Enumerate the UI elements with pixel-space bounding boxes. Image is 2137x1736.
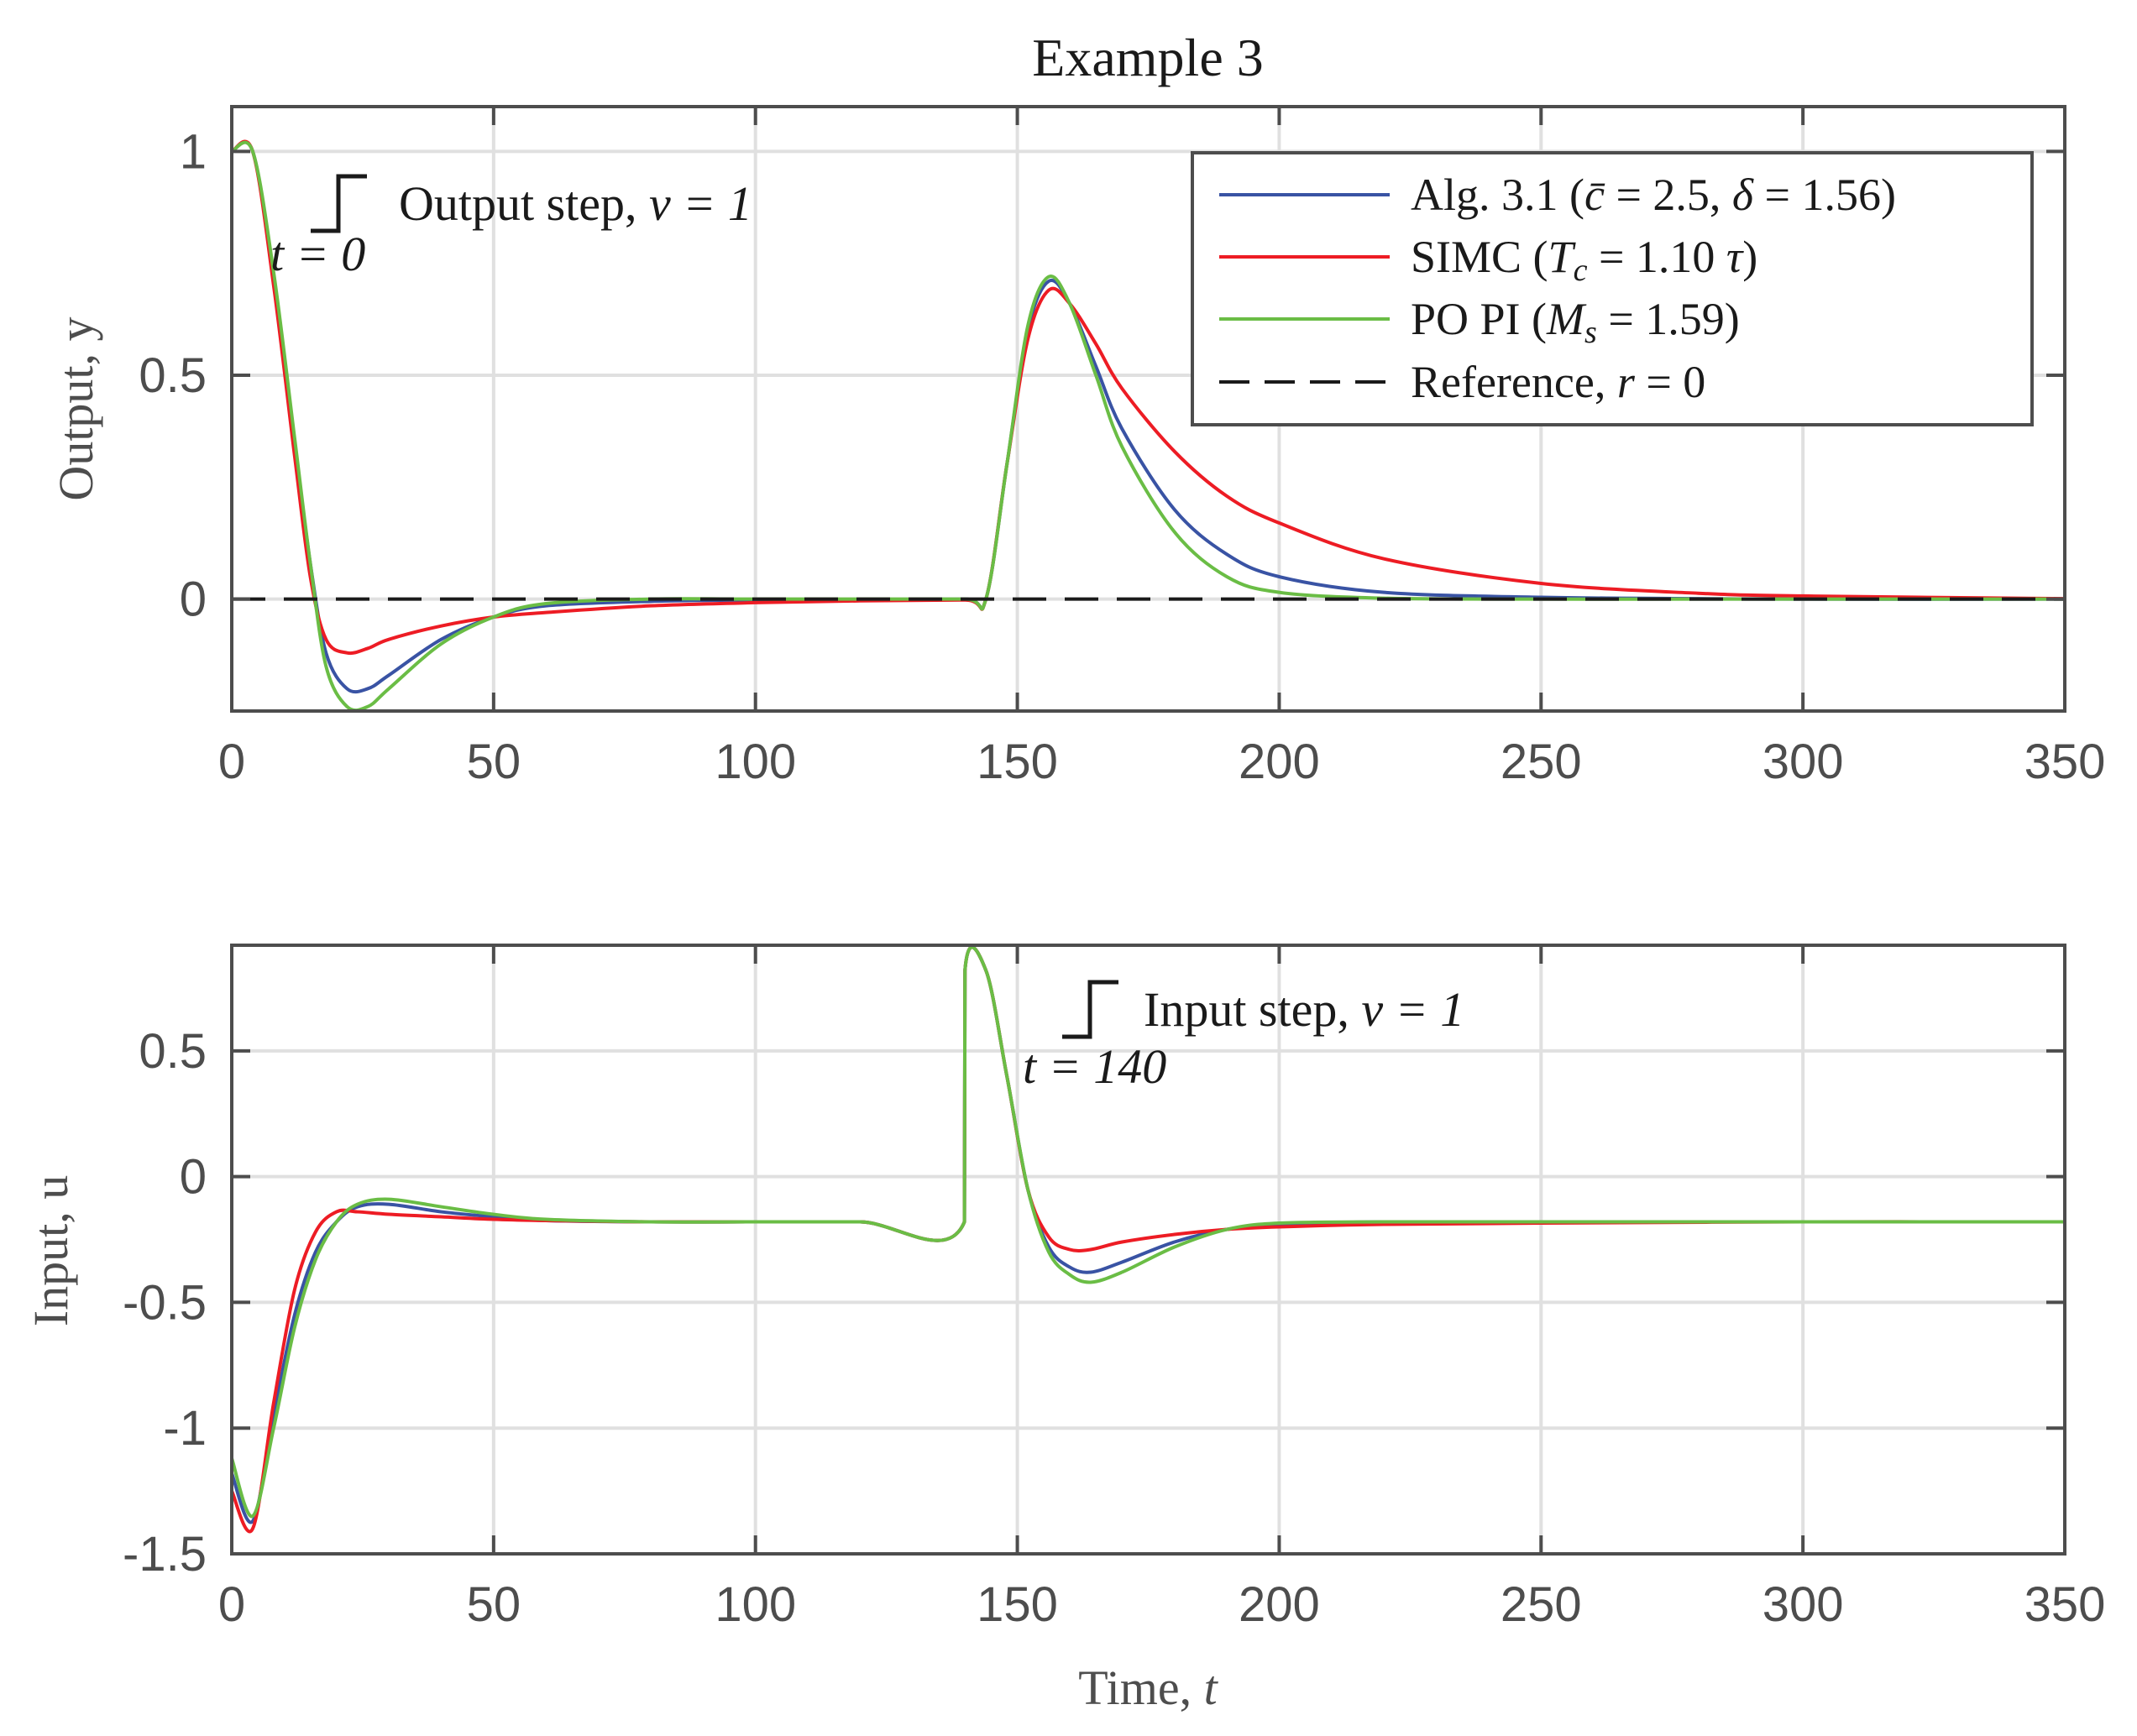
output-y-label: Output, y	[49, 316, 103, 500]
y-tick-label: 0.5	[139, 1024, 207, 1079]
x-tick-label: 150	[977, 1577, 1058, 1632]
input-step-eq: v = 1	[1361, 982, 1464, 1037]
output-series	[232, 139, 2065, 711]
x-tick-label: 150	[977, 735, 1058, 789]
output-axes-frame	[230, 105, 2066, 713]
x-tick-label: 50	[467, 735, 521, 789]
output-step-eq: v = 1	[649, 176, 752, 231]
x-tick-label: 300	[1763, 1577, 1844, 1632]
figure-title: Example 3	[1032, 28, 1263, 87]
series-line	[232, 945, 2065, 1519]
input-x-label: Time, t	[1078, 1660, 1218, 1715]
input-x-ticks: 0 50 100 150 200 250 300 350	[218, 945, 2106, 1632]
output-panel: 10.50 0 50 100 150 200 250 300 350 Output, y Ou…	[49, 105, 2106, 789]
x-tick-label: 200	[1239, 735, 1320, 789]
x-tick-label: 350	[2024, 1577, 2106, 1632]
input-series	[232, 945, 2065, 1534]
y-tick-label: -1.5	[123, 1527, 207, 1582]
input-y-ticks: 0.5 0 -0.5 -1 -1.5	[123, 1024, 2065, 1582]
y-tick-label: 0	[180, 573, 207, 627]
y-tick-label: 1	[180, 124, 207, 179]
x-tick-label: 100	[715, 735, 796, 789]
y-tick-label: -0.5	[123, 1275, 207, 1330]
x-tick-label: 0	[218, 735, 245, 789]
output-x-ticks: 0 50 100 150 200 250 300 350	[218, 107, 2106, 789]
x-tick-label: 250	[1501, 1577, 1582, 1632]
legend-item-popi: PO PI (Ms = 1.59)	[1411, 294, 1740, 350]
legend-box	[1191, 151, 2034, 426]
legend-item-simc: SIMC (Tc = 1.10 τ)	[1411, 232, 1757, 288]
input-panel: 0.5 0 -0.5 -1 -1.5 0 50 100 150 200 250 300 350 Inp…	[24, 944, 2106, 1715]
y-tick-label: 0.5	[139, 348, 207, 403]
x-tick-label: 250	[1501, 735, 1582, 789]
input-y-label: Input, u	[24, 1175, 78, 1326]
svg-text:Output step, v = 1: Output step, v = 1	[399, 176, 752, 231]
y-tick-label: -1	[163, 1401, 207, 1456]
input-grid	[232, 945, 2065, 1554]
x-tick-label: 350	[2024, 735, 2106, 789]
y-tick-label: 0	[180, 1150, 207, 1205]
step-icon	[311, 174, 367, 233]
x-tick-label: 0	[218, 1577, 245, 1632]
input-step-label: Input step,	[1144, 982, 1361, 1037]
output-step-time: t = 0	[270, 227, 365, 281]
input-axes-frame	[230, 944, 2066, 1556]
output-step-annotation: Output step, v = 1 t = 0	[270, 174, 752, 281]
output-y-ticks: 10.50	[139, 124, 2065, 627]
output-step-label: Output step,	[399, 176, 649, 231]
step-icon	[1062, 980, 1118, 1039]
legend-item-alg31: Alg. 3.1 (c̄ = 2.5, δ = 1.56)	[1411, 170, 1896, 220]
x-tick-label: 300	[1763, 735, 1844, 789]
legend: Alg. 3.1 (c̄ = 2.5, δ = 1.56) SIMC (Tc =…	[1191, 151, 2034, 426]
x-tick-label: 200	[1239, 1577, 1320, 1632]
input-step-annotation: Input step, v = 1 t = 140	[1023, 980, 1464, 1094]
x-tick-label: 100	[715, 1577, 796, 1632]
legend-item-reference: Reference, r = 0	[1411, 357, 1705, 407]
svg-text:Input step, v = 1: Input step, v = 1	[1144, 982, 1464, 1037]
input-step-time: t = 140	[1023, 1039, 1166, 1094]
x-tick-label: 50	[467, 1577, 521, 1632]
